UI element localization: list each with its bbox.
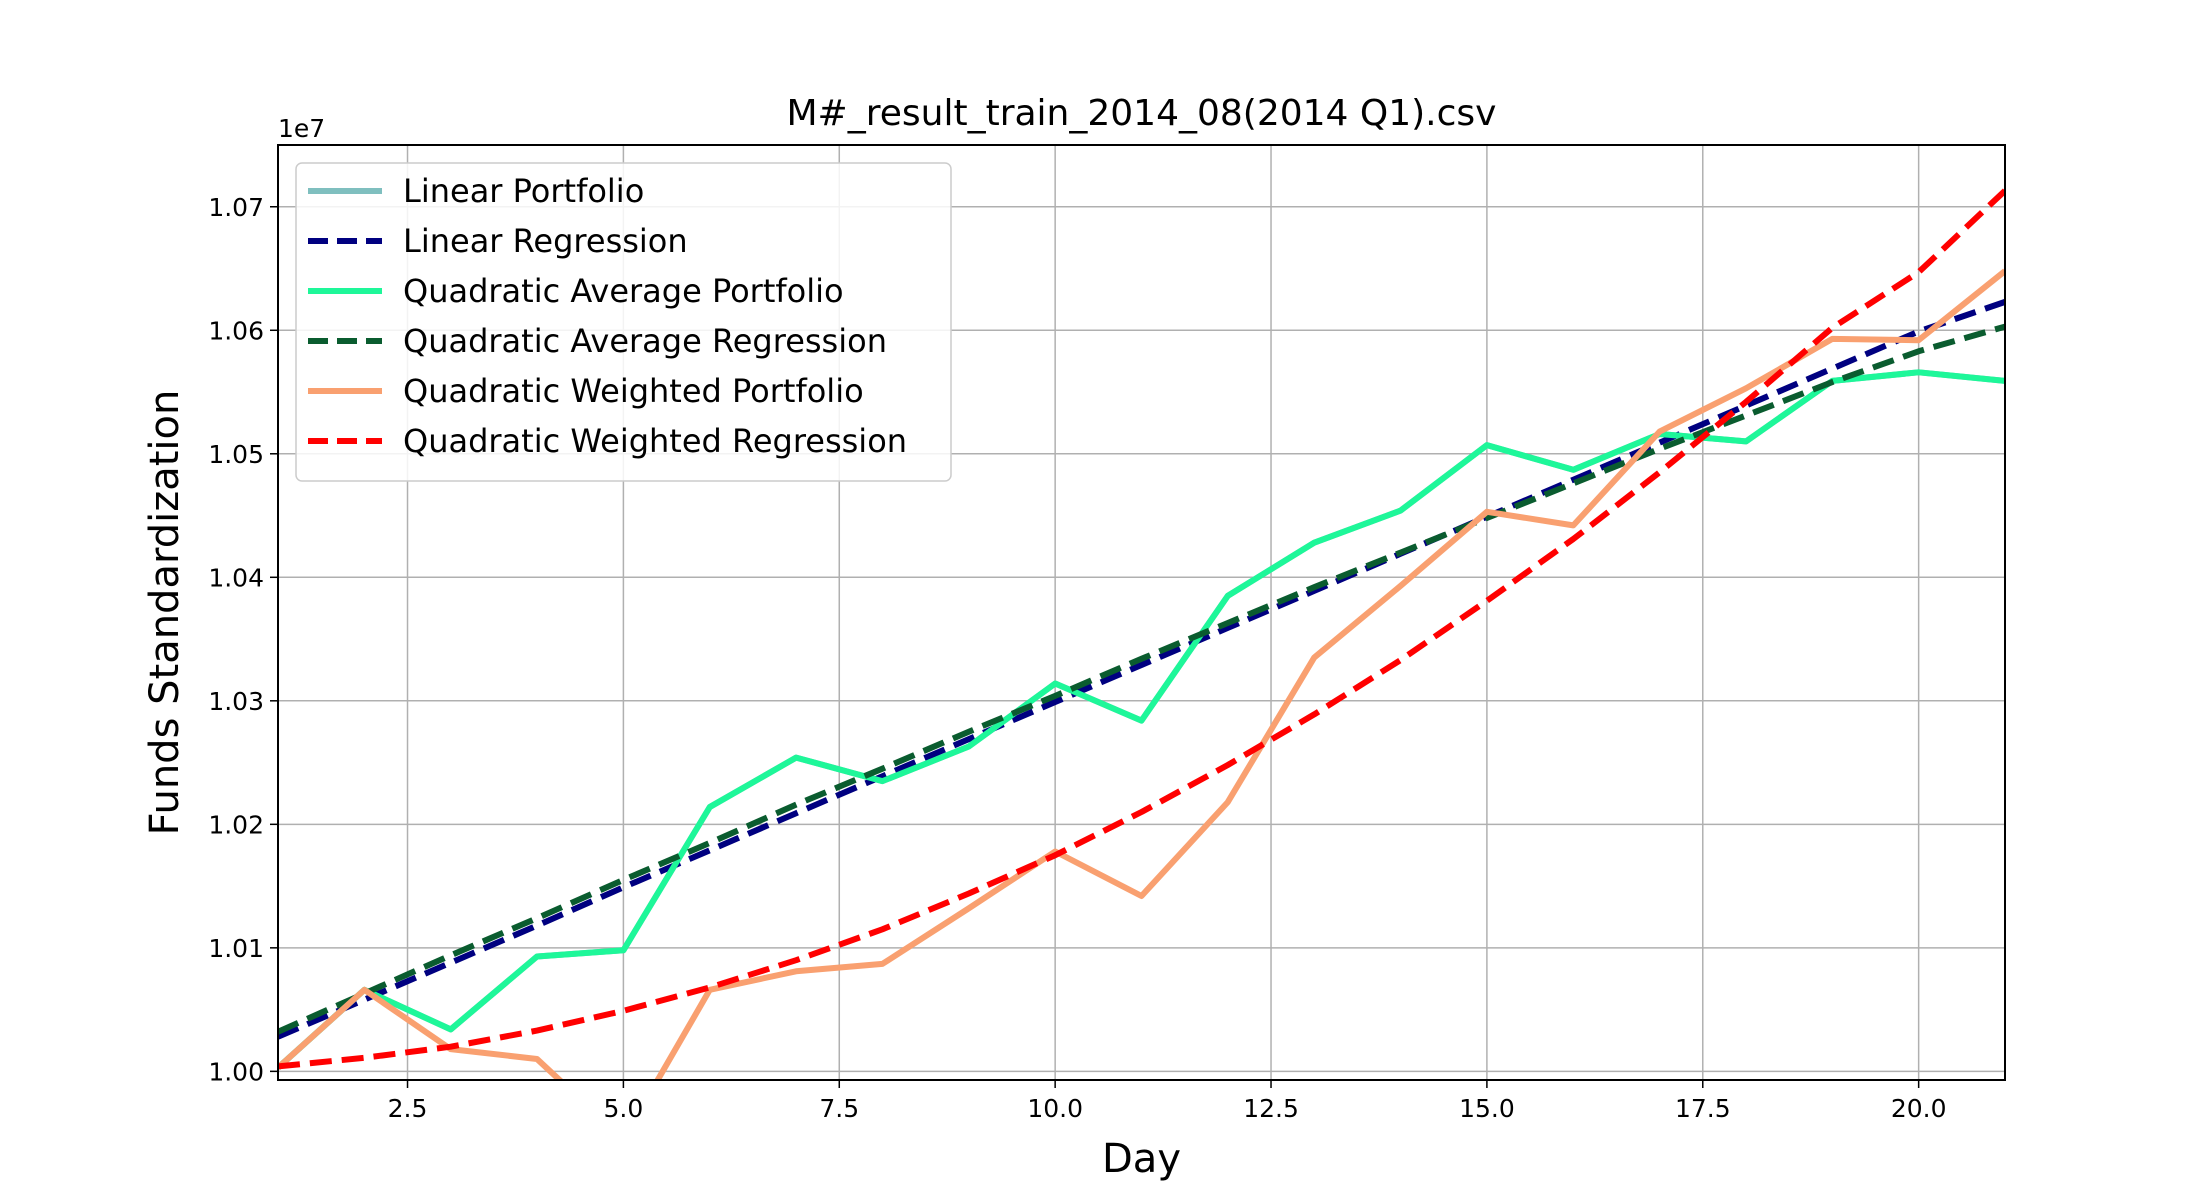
- series-line-2: [278, 299, 2005, 1040]
- y-tick-label: 1.07: [208, 193, 264, 222]
- plot-lines: [278, 188, 2005, 1080]
- legend-label-1: Linear Portfolio: [403, 172, 644, 210]
- legend-box: [295, 162, 952, 482]
- y-axis-label: Funds Standardization: [142, 390, 188, 836]
- legend: Linear Portfolio Linear Regression Quadrat…: [295, 162, 952, 482]
- plot-frame: [277, 144, 2006, 1081]
- y-axis-offset-label: 1e7: [278, 114, 325, 143]
- series-line-5: [278, 268, 2005, 1080]
- x-tick-label: 15.0: [1459, 1094, 1515, 1123]
- y-tick-label: 1.05: [208, 440, 264, 469]
- x-tick-label: 2.5: [388, 1094, 428, 1123]
- x-tick-label: 10.0: [1027, 1094, 1083, 1123]
- legend-label-2: Linear Regression: [403, 222, 688, 260]
- y-tick-label: 1.02: [208, 810, 264, 839]
- x-tick-label: 20.0: [1891, 1094, 1947, 1123]
- legend-label-3: Quadratic Average Portfolio: [403, 272, 844, 310]
- chart-title: M#_result_train_2014_08(2014 Q1).csv: [787, 93, 1497, 134]
- series-line-6: [278, 188, 2005, 1070]
- axis-ticks: 2.5 5.0 7.5 10.0 12.5 15.0 17.5 20.0 1.00 1.01 1.0…: [208, 193, 1946, 1123]
- y-tick-label: 1.06: [208, 316, 264, 345]
- y-tick-label: 1.01: [208, 934, 264, 963]
- x-tick-label: 5.0: [604, 1094, 644, 1123]
- x-tick-label: 12.5: [1243, 1094, 1299, 1123]
- y-tick-label: 1.00: [208, 1057, 264, 1086]
- series-line-4: [278, 323, 2005, 1035]
- legend-label-5: Quadratic Weighted Portfolio: [403, 372, 864, 410]
- series-line-3: [278, 369, 2005, 1070]
- legend-label-6: Quadratic Weighted Regression: [403, 422, 907, 460]
- legend-label-4: Quadratic Average Regression: [403, 322, 887, 360]
- x-tick-label: 17.5: [1675, 1094, 1731, 1123]
- x-axis-label: Day: [1102, 1136, 1181, 1182]
- y-tick-label: 1.03: [208, 687, 264, 716]
- y-tick-label: 1.04: [208, 563, 264, 592]
- x-tick-label: 7.5: [819, 1094, 859, 1123]
